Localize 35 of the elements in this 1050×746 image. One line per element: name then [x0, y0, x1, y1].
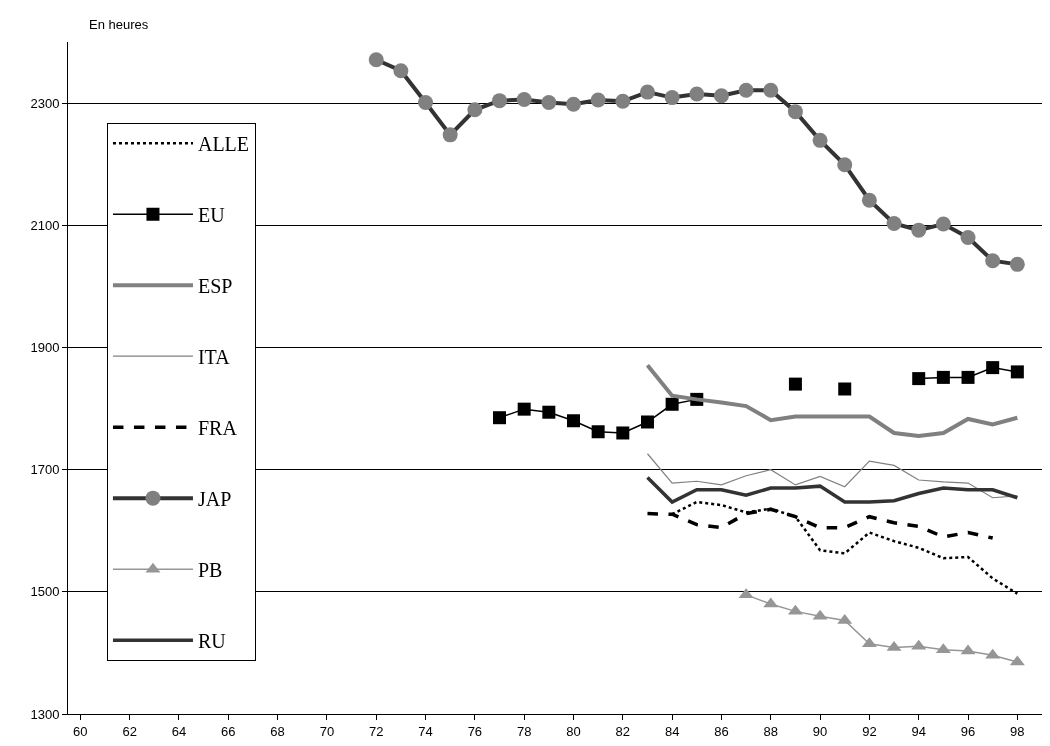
x-tick-label: 68	[270, 723, 285, 739]
y-tick-label: 1300	[30, 706, 60, 722]
legend-label: ALLE	[197, 132, 250, 155]
y-tick-label: 2100	[30, 217, 60, 233]
x-tick-label: 74	[418, 723, 433, 739]
legend-label: ESP	[197, 274, 233, 297]
x-tick-label: 86	[714, 723, 729, 739]
x-tick-label: 88	[763, 723, 778, 739]
legend-label: PB	[197, 558, 223, 581]
y-tick-label: 2300	[30, 95, 60, 111]
x-tick-label: 92	[862, 723, 877, 739]
legend-label: FRA	[197, 416, 238, 439]
legend-label: RU	[197, 629, 227, 652]
legend-label: EU	[197, 203, 226, 226]
x-tick-label: 62	[122, 723, 137, 739]
x-tick-label: 70	[319, 723, 335, 739]
y-axis-title: En heures	[89, 17, 149, 32]
y-tick-label: 1900	[30, 340, 60, 355]
x-tick-label: 96	[960, 723, 976, 739]
x-tick-label: 90	[812, 723, 828, 739]
legend-label: ITA	[197, 345, 231, 368]
x-tick-label: 76	[467, 723, 483, 739]
x-tick-label: 80	[566, 723, 581, 739]
x-tick-label: 72	[369, 723, 384, 739]
y-tick-label: 1700	[30, 462, 60, 478]
x-tick-label: 98	[1010, 723, 1025, 739]
x-tick-label: 66	[221, 723, 236, 739]
x-tick-label: 94	[911, 723, 926, 739]
x-tick-label: 82	[615, 723, 631, 739]
x-tick-label: 84	[664, 723, 680, 739]
y-tick-label: 1500	[30, 584, 60, 600]
legend-label: JAP	[197, 487, 232, 510]
x-tick-label: 60	[73, 723, 88, 739]
x-tick-label: 64	[171, 723, 187, 739]
x-tick-label: 78	[516, 723, 532, 739]
